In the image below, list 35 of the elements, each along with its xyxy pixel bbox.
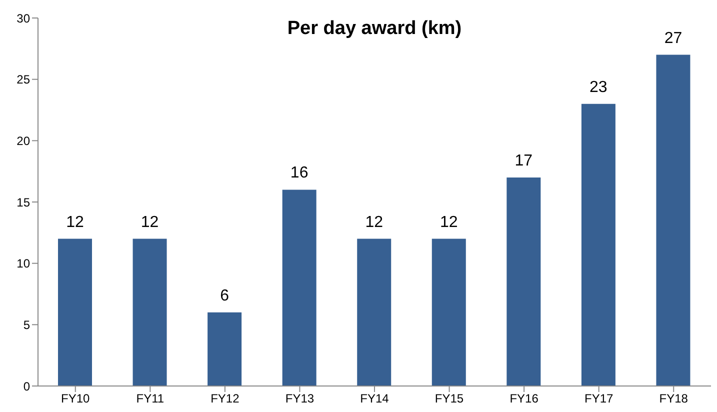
bar (282, 190, 316, 386)
data-label: 12 (365, 214, 384, 231)
y-tick-label: 25 (16, 72, 30, 87)
data-label: 16 (290, 164, 308, 182)
y-tick-label: 20 (16, 134, 30, 148)
data-label: 6 (220, 287, 230, 304)
data-label: 12 (66, 214, 84, 231)
chart-title: Per day award (km) (287, 18, 462, 39)
data-label: 12 (140, 214, 159, 231)
x-tick-label: FY12 (210, 392, 240, 406)
y-tick-label: 0 (23, 379, 30, 394)
data-label: 12 (440, 214, 458, 231)
x-tick-label: FY15 (434, 392, 464, 406)
x-tick-label: FY16 (510, 392, 539, 406)
bar (506, 177, 541, 386)
bar (432, 238, 466, 386)
bar (656, 54, 690, 386)
y-tick-label: 10 (16, 256, 30, 271)
y-tick-label: 30 (16, 11, 30, 26)
x-tick-label: FY11 (136, 392, 164, 406)
data-label: 23 (590, 78, 608, 96)
x-tick-label: FY10 (61, 392, 90, 406)
data-label: 27 (664, 30, 682, 47)
bar (132, 238, 167, 386)
y-tick-label: 15 (16, 195, 30, 210)
data-label: 17 (514, 152, 533, 170)
bar (208, 312, 242, 386)
bar (58, 238, 92, 386)
x-tick-label: FY18 (659, 392, 688, 406)
bar (357, 238, 392, 386)
x-tick-label: FY14 (360, 392, 390, 406)
x-tick-label: FY13 (285, 392, 314, 406)
bar (581, 104, 616, 386)
y-tick-label: 5 (23, 318, 30, 332)
x-tick-label: FY17 (584, 392, 614, 406)
